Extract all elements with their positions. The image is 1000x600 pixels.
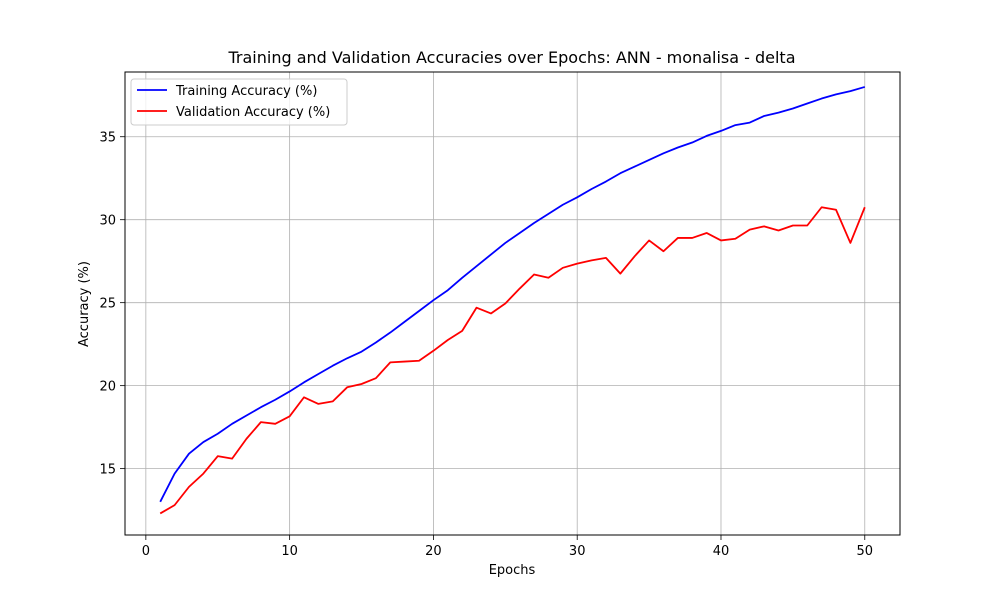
x-axis-label: Epochs bbox=[489, 563, 536, 578]
y-tick-label: 30 bbox=[99, 214, 116, 229]
grid bbox=[125, 72, 900, 535]
legend-label-training: Training Accuracy (%) bbox=[175, 84, 317, 99]
legend-label-validation: Validation Accuracy (%) bbox=[176, 105, 330, 120]
series-lines bbox=[159, 86, 866, 515]
x-tick-label: 30 bbox=[569, 544, 586, 559]
legend-box bbox=[130, 78, 348, 126]
x-tick-label: 20 bbox=[425, 544, 442, 559]
x-tick-label: 0 bbox=[142, 544, 150, 559]
y-tick-label: 35 bbox=[99, 131, 116, 146]
y-tick-label: 15 bbox=[99, 463, 116, 478]
x-tick-label: 10 bbox=[281, 544, 298, 559]
y-axis-label: Accuracy (%) bbox=[77, 261, 92, 347]
x-axis-ticks: 0 10 20 30 40 50 bbox=[142, 535, 873, 559]
validation-accuracy-line bbox=[159, 206, 866, 515]
chart-title: Training and Validation Accuracies over … bbox=[227, 48, 795, 67]
training-accuracy-line bbox=[159, 86, 866, 503]
x-tick-label: 40 bbox=[713, 544, 730, 559]
legend: Training Accuracy (%) Validation Accurac… bbox=[130, 78, 348, 126]
x-tick-label: 50 bbox=[856, 544, 873, 559]
y-tick-label: 25 bbox=[99, 297, 116, 312]
y-axis-ticks: 15 20 25 30 35 bbox=[99, 131, 125, 478]
plot-frame bbox=[124, 71, 901, 536]
y-tick-label: 20 bbox=[99, 380, 116, 395]
